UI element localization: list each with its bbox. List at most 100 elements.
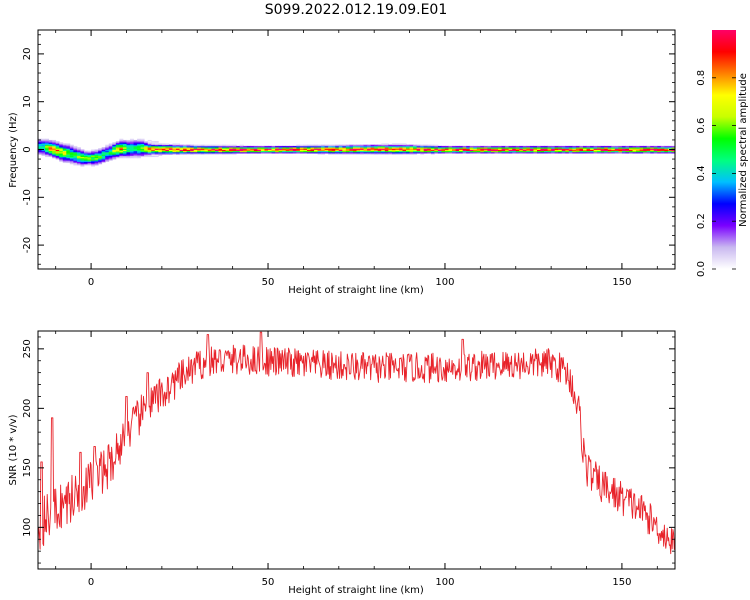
spectrogram-cell <box>636 151 641 154</box>
spectrogram-cell <box>137 148 142 150</box>
spectrogram-cell <box>597 147 602 149</box>
spectrogram-cell <box>147 147 152 149</box>
spectrogram-cell <box>328 147 333 149</box>
spectrogram-cell <box>218 149 223 152</box>
spectrogram-cell <box>391 145 396 148</box>
spectrogram-cell <box>122 156 127 159</box>
spectrogram-cell <box>590 151 595 154</box>
spectrogram-cell <box>657 148 662 150</box>
spectrogram-cell <box>306 147 311 149</box>
spectrogram-cell <box>84 163 88 166</box>
spectrogram-cell <box>381 144 386 147</box>
spectrogram-cell <box>381 153 386 155</box>
colorbar-tick-label: 0.2 <box>696 213 707 229</box>
spectrogram-cell <box>229 147 234 149</box>
spectrogram-cell <box>48 148 53 150</box>
spectrogram-cell <box>413 151 418 154</box>
spectrogram-cell <box>582 149 587 152</box>
spectrogram-cell <box>342 150 347 153</box>
spectrogram-cell <box>402 151 407 154</box>
spectrogram-cell <box>590 150 595 153</box>
spectrogram-cell <box>52 141 57 143</box>
spectrogram-cell <box>512 145 517 148</box>
spectrogram-cell <box>448 149 453 152</box>
spectrogram-cell <box>176 149 180 152</box>
spectrogram-cell <box>243 147 248 149</box>
spectrogram-cell <box>84 162 88 165</box>
spectrogram-cell <box>462 147 467 149</box>
spectrogram-cell <box>207 149 212 152</box>
spectrogram-cell <box>324 150 329 153</box>
spectrogram-cell <box>260 151 265 154</box>
spectrogram-cell <box>168 149 173 152</box>
spectrogram-cell <box>69 149 74 152</box>
spectrogram-cell <box>420 151 425 154</box>
spectrogram-cell <box>158 150 163 153</box>
spectrogram-cell <box>377 150 382 153</box>
spectrogram-cell <box>427 144 432 147</box>
spectrogram-cell <box>490 150 495 153</box>
spectrogram-cell <box>130 155 134 158</box>
spectrogram-cell <box>505 151 510 154</box>
y-tick-label: 0 <box>22 146 33 152</box>
spectrogram-cell <box>105 151 110 154</box>
spectrogram-cell <box>147 143 152 146</box>
spectrogram-cell <box>165 150 170 153</box>
spectrogram-cell <box>126 144 131 147</box>
spectrogram-cell <box>225 153 230 155</box>
spectrogram-cell <box>253 147 258 149</box>
spectrogram-cell <box>338 150 343 153</box>
spectrogram-cell <box>441 145 446 148</box>
spectrogram-cell <box>55 151 60 154</box>
spectrogram-cell <box>671 151 675 154</box>
spectrogram-cell <box>430 151 435 154</box>
spectrogram-cell <box>158 149 163 152</box>
spectrogram-cell <box>317 153 322 155</box>
spectrogram-cell <box>66 150 71 153</box>
spectrogram-cell <box>303 145 308 148</box>
spectrogram-cell <box>200 148 205 150</box>
spectrogram-cell <box>137 139 142 142</box>
spectrogram-cell <box>321 145 326 148</box>
spectrogram-cell <box>211 147 216 149</box>
spectrogram-cell <box>335 145 340 148</box>
spectrogram-cell <box>487 149 492 152</box>
spectrogram-cell <box>66 153 71 155</box>
spectrogram-cell <box>197 150 202 153</box>
spectrogram-cell <box>413 148 418 150</box>
spectrogram-cell <box>186 144 191 147</box>
spectrogram-cell <box>59 154 64 156</box>
spectrogram-cell <box>275 150 280 153</box>
spectrogram-cell <box>229 151 234 154</box>
spectrogram-cell <box>317 147 322 149</box>
spectrogram-cell <box>466 145 471 148</box>
spectrogram-cell <box>91 165 96 167</box>
spectrogram-cell <box>105 156 110 159</box>
spectrogram-cell <box>650 150 655 153</box>
spectrogram-cell <box>321 147 326 149</box>
colorbar-tick-label: 0.6 <box>696 118 707 134</box>
spectrogram-cell <box>133 141 138 143</box>
snr-x-ticks: 0 50 100 150 <box>55 331 658 588</box>
spectrogram-cell <box>597 145 602 148</box>
spectrogram-cell <box>483 149 488 152</box>
spectrogram-cell <box>151 153 156 155</box>
spectrogram-cell <box>239 148 244 150</box>
spectrogram-cell <box>565 150 570 153</box>
spectrogram-cell <box>391 143 396 146</box>
spectrogram-cell <box>98 153 103 155</box>
spectrogram-cell <box>268 147 272 149</box>
spectrogram-cell <box>427 147 432 149</box>
spectrogram-cell <box>158 143 163 146</box>
spectrogram-cell <box>558 149 563 152</box>
spectrogram-cell <box>639 149 644 152</box>
spectrogram-cell <box>409 148 414 150</box>
spectrogram-cell <box>455 145 460 148</box>
spectrogram-cell <box>328 145 333 148</box>
spectrogram-cell <box>395 144 400 147</box>
spectrogram-cell <box>108 151 113 154</box>
spectrogram-cell <box>455 147 460 149</box>
spectrogram-cell <box>48 147 53 149</box>
spectrogram-cell <box>611 149 616 152</box>
